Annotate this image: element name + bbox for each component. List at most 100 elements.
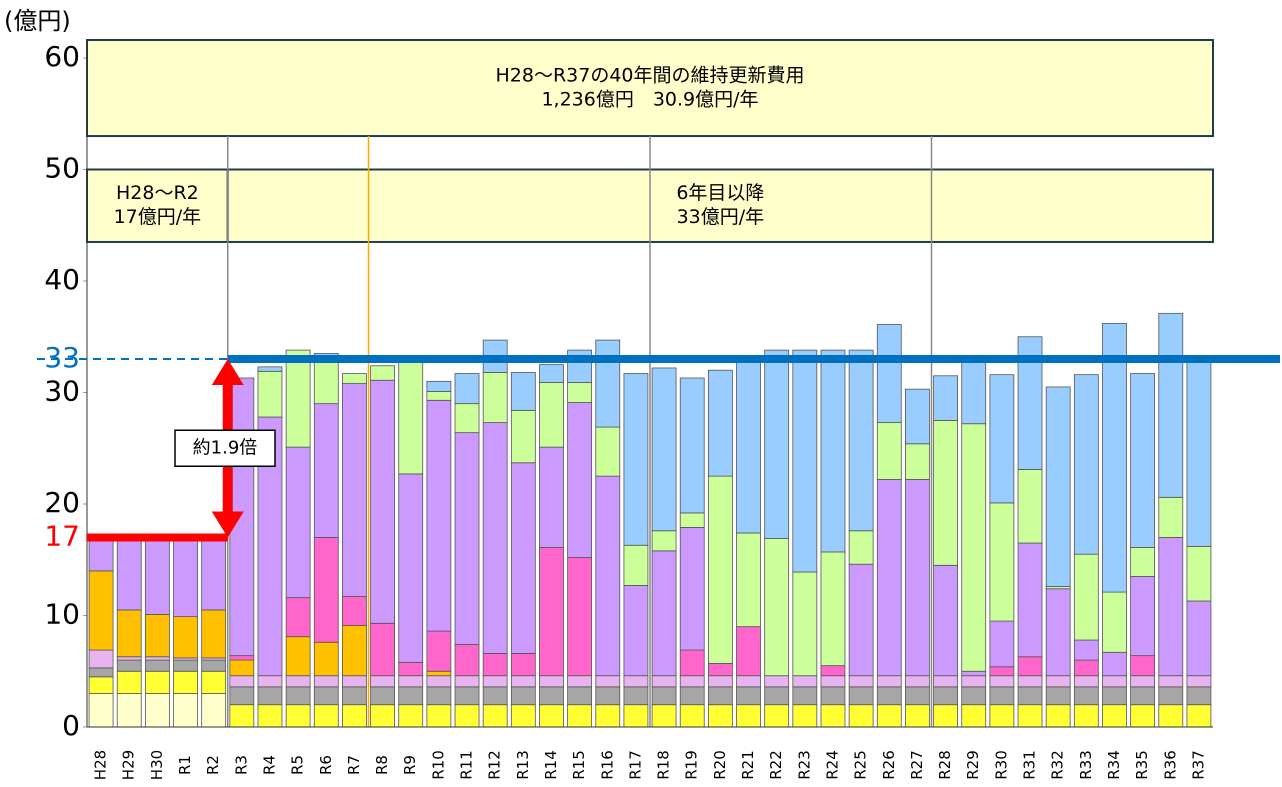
bar-segment xyxy=(1073,374,1099,555)
bar-segment xyxy=(482,686,508,706)
bar-segment xyxy=(201,659,227,672)
bar-segment xyxy=(144,539,170,615)
bar-segment xyxy=(764,686,790,706)
bar-segment xyxy=(792,675,818,688)
bar-segment xyxy=(229,659,255,677)
bar-segment xyxy=(567,402,593,558)
bar-segment xyxy=(454,373,480,405)
bar-segment xyxy=(1186,545,1212,602)
annotation-text: 6年目以降 xyxy=(676,182,764,204)
x-tick-label: R10 xyxy=(429,750,447,780)
bar-segment xyxy=(539,446,564,548)
annotation-text: 17億円/年 xyxy=(114,206,202,228)
bar-segment xyxy=(1130,655,1156,677)
bar-segment xyxy=(539,364,564,383)
arrow-head xyxy=(211,359,244,386)
bar-segment xyxy=(229,655,255,661)
bar-segment xyxy=(1130,686,1156,706)
bar-segment xyxy=(707,663,733,677)
bar-segment xyxy=(595,704,621,728)
bar-segment xyxy=(88,667,114,678)
bar-segment xyxy=(792,349,818,573)
bar-segment xyxy=(1073,553,1099,641)
bar-segment xyxy=(1186,600,1212,677)
bar-segment xyxy=(567,557,593,677)
bar-segment xyxy=(342,596,367,626)
reference-label: 33 xyxy=(44,341,80,374)
bar-segment xyxy=(1130,373,1156,548)
bar-segment xyxy=(201,609,227,659)
bar-segment xyxy=(313,704,339,728)
bar-segment xyxy=(876,324,902,424)
x-tick-label: R6 xyxy=(317,755,335,775)
bar-segment xyxy=(623,373,649,546)
bar-segment xyxy=(285,675,311,688)
bar-segment xyxy=(116,659,142,672)
bar-segment xyxy=(539,547,564,677)
bar-segment xyxy=(426,704,452,728)
bar-segment xyxy=(961,675,987,688)
bar-segment xyxy=(144,693,170,728)
bar-segment xyxy=(1017,704,1043,728)
bar-segment xyxy=(257,366,283,372)
bar-segment xyxy=(1130,547,1156,577)
y-tick-label: 0 xyxy=(62,709,80,742)
bar-segment xyxy=(1045,588,1071,677)
bar-segment xyxy=(426,380,452,392)
bar-segment xyxy=(905,479,930,677)
bar-segment xyxy=(1186,686,1212,706)
bar-segment xyxy=(510,372,536,411)
x-tick-label: R29 xyxy=(964,750,982,780)
bar-segment xyxy=(370,379,395,624)
bar-segment xyxy=(820,686,846,706)
bar-segment xyxy=(736,626,761,677)
bar-segment xyxy=(820,665,846,677)
bar-segment xyxy=(764,704,790,728)
bar-segment xyxy=(342,704,367,728)
bar-segment xyxy=(510,409,536,464)
bar-segment xyxy=(1017,542,1043,658)
x-tick-label: R11 xyxy=(458,750,476,780)
bar-segment xyxy=(229,675,255,688)
bar-segment xyxy=(848,530,874,565)
bar-segment xyxy=(426,630,452,672)
x-tick-label: H28 xyxy=(92,750,110,780)
x-tick-label: R34 xyxy=(1105,750,1123,780)
bar-segment xyxy=(961,423,987,672)
bar-segment xyxy=(1158,537,1184,677)
x-tick-label: R2 xyxy=(204,755,222,775)
bar-segment xyxy=(651,704,677,728)
bar-segment xyxy=(454,686,480,706)
bar-segment xyxy=(454,675,480,688)
bar-segment xyxy=(370,704,395,728)
bar-segment xyxy=(623,686,649,706)
bar-segment xyxy=(116,609,142,658)
bar-segment xyxy=(370,365,395,381)
bar-segment xyxy=(961,686,987,706)
x-tick-label: R17 xyxy=(626,750,644,780)
x-tick-label: R33 xyxy=(1077,750,1095,780)
bar-segment xyxy=(1073,639,1099,661)
bar-segment xyxy=(454,432,480,645)
bar-segment xyxy=(679,527,705,651)
bar-segment xyxy=(510,675,536,688)
x-tick-label: R9 xyxy=(401,755,419,775)
bar-segment xyxy=(567,382,593,403)
x-tick-label: R18 xyxy=(655,750,673,780)
bar-segment xyxy=(961,704,987,728)
x-tick-label: R14 xyxy=(542,750,560,780)
bar-segment xyxy=(651,686,677,706)
arrow-head xyxy=(211,511,244,538)
bar-segment xyxy=(482,653,508,677)
bar-segment xyxy=(876,675,902,688)
bar-segment xyxy=(144,656,170,661)
bar-segment xyxy=(482,372,508,424)
bar-segment xyxy=(1073,686,1099,706)
bar-segment xyxy=(933,375,958,421)
bar-segment xyxy=(285,686,311,706)
bar-segment xyxy=(426,399,452,632)
x-tick-label: H29 xyxy=(120,750,138,780)
bar-segment xyxy=(764,538,790,677)
x-tick-label: R23 xyxy=(795,750,813,780)
bar-segment xyxy=(398,675,424,688)
